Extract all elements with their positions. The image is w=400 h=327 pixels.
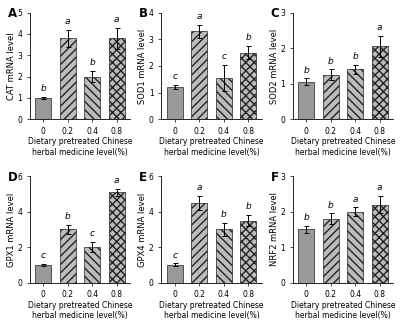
Text: b: b	[89, 59, 95, 67]
Y-axis label: CAT mRNA level: CAT mRNA level	[7, 32, 16, 100]
Text: F: F	[271, 171, 279, 184]
Text: a: a	[377, 23, 382, 32]
Bar	[240, 53, 256, 119]
Bar	[216, 78, 232, 119]
Bar	[60, 230, 76, 283]
X-axis label: Dietary pretreated Chinese
herbal medicine level(%): Dietary pretreated Chinese herbal medici…	[291, 301, 395, 320]
Text: c: c	[221, 52, 226, 61]
Text: a: a	[114, 15, 119, 24]
Text: c: c	[41, 251, 46, 260]
Text: a: a	[65, 17, 70, 26]
Bar	[109, 192, 124, 283]
X-axis label: Dietary pretreated Chinese
herbal medicine level(%): Dietary pretreated Chinese herbal medici…	[28, 137, 132, 157]
Bar	[191, 31, 207, 119]
X-axis label: Dietary pretreated Chinese
herbal medicine level(%): Dietary pretreated Chinese herbal medici…	[28, 301, 132, 320]
Text: a: a	[196, 12, 202, 21]
Bar	[167, 265, 183, 283]
Text: A: A	[8, 7, 17, 20]
Bar	[35, 265, 51, 283]
Bar	[109, 38, 124, 119]
Text: B: B	[139, 7, 148, 20]
Bar	[60, 38, 76, 119]
Bar	[35, 98, 51, 119]
Text: a: a	[196, 183, 202, 192]
Text: b: b	[65, 212, 71, 221]
Text: c: c	[90, 229, 95, 238]
Text: c: c	[172, 251, 177, 260]
Text: D: D	[8, 171, 18, 184]
Bar	[298, 82, 314, 119]
Bar	[372, 46, 388, 119]
X-axis label: Dietary pretreated Chinese
herbal medicine level(%): Dietary pretreated Chinese herbal medici…	[159, 301, 264, 320]
Text: b: b	[352, 52, 358, 61]
Bar	[347, 212, 363, 283]
Text: b: b	[328, 201, 334, 210]
Text: E: E	[139, 171, 147, 184]
Text: b: b	[303, 213, 309, 222]
Bar	[347, 69, 363, 119]
Text: c: c	[172, 72, 177, 81]
Text: a: a	[114, 176, 119, 185]
Text: C: C	[271, 7, 280, 20]
X-axis label: Dietary pretreated Chinese
herbal medicine level(%): Dietary pretreated Chinese herbal medici…	[291, 137, 395, 157]
Y-axis label: GPX4 mRNA level: GPX4 mRNA level	[138, 192, 148, 267]
Bar	[298, 230, 314, 283]
Bar	[84, 247, 100, 283]
Bar	[216, 230, 232, 283]
Text: b: b	[245, 33, 251, 42]
Bar	[167, 87, 183, 119]
Y-axis label: GPX1 mRNA level: GPX1 mRNA level	[7, 192, 16, 267]
X-axis label: Dietary pretreated Chinese
herbal medicine level(%): Dietary pretreated Chinese herbal medici…	[159, 137, 264, 157]
Bar	[191, 203, 207, 283]
Text: b: b	[221, 211, 226, 219]
Text: a: a	[352, 195, 358, 204]
Y-axis label: NRF2 mRNA level: NRF2 mRNA level	[270, 192, 279, 267]
Text: b: b	[245, 202, 251, 212]
Bar	[84, 77, 100, 119]
Text: b: b	[40, 84, 46, 93]
Text: b: b	[303, 66, 309, 75]
Bar	[323, 75, 339, 119]
Text: b: b	[328, 57, 334, 66]
Bar	[323, 219, 339, 283]
Text: a: a	[377, 183, 382, 192]
Y-axis label: SOD2 mRNA level: SOD2 mRNA level	[270, 28, 279, 104]
Y-axis label: SOD1 mRNA level: SOD1 mRNA level	[138, 28, 148, 104]
Bar	[240, 220, 256, 283]
Bar	[372, 205, 388, 283]
